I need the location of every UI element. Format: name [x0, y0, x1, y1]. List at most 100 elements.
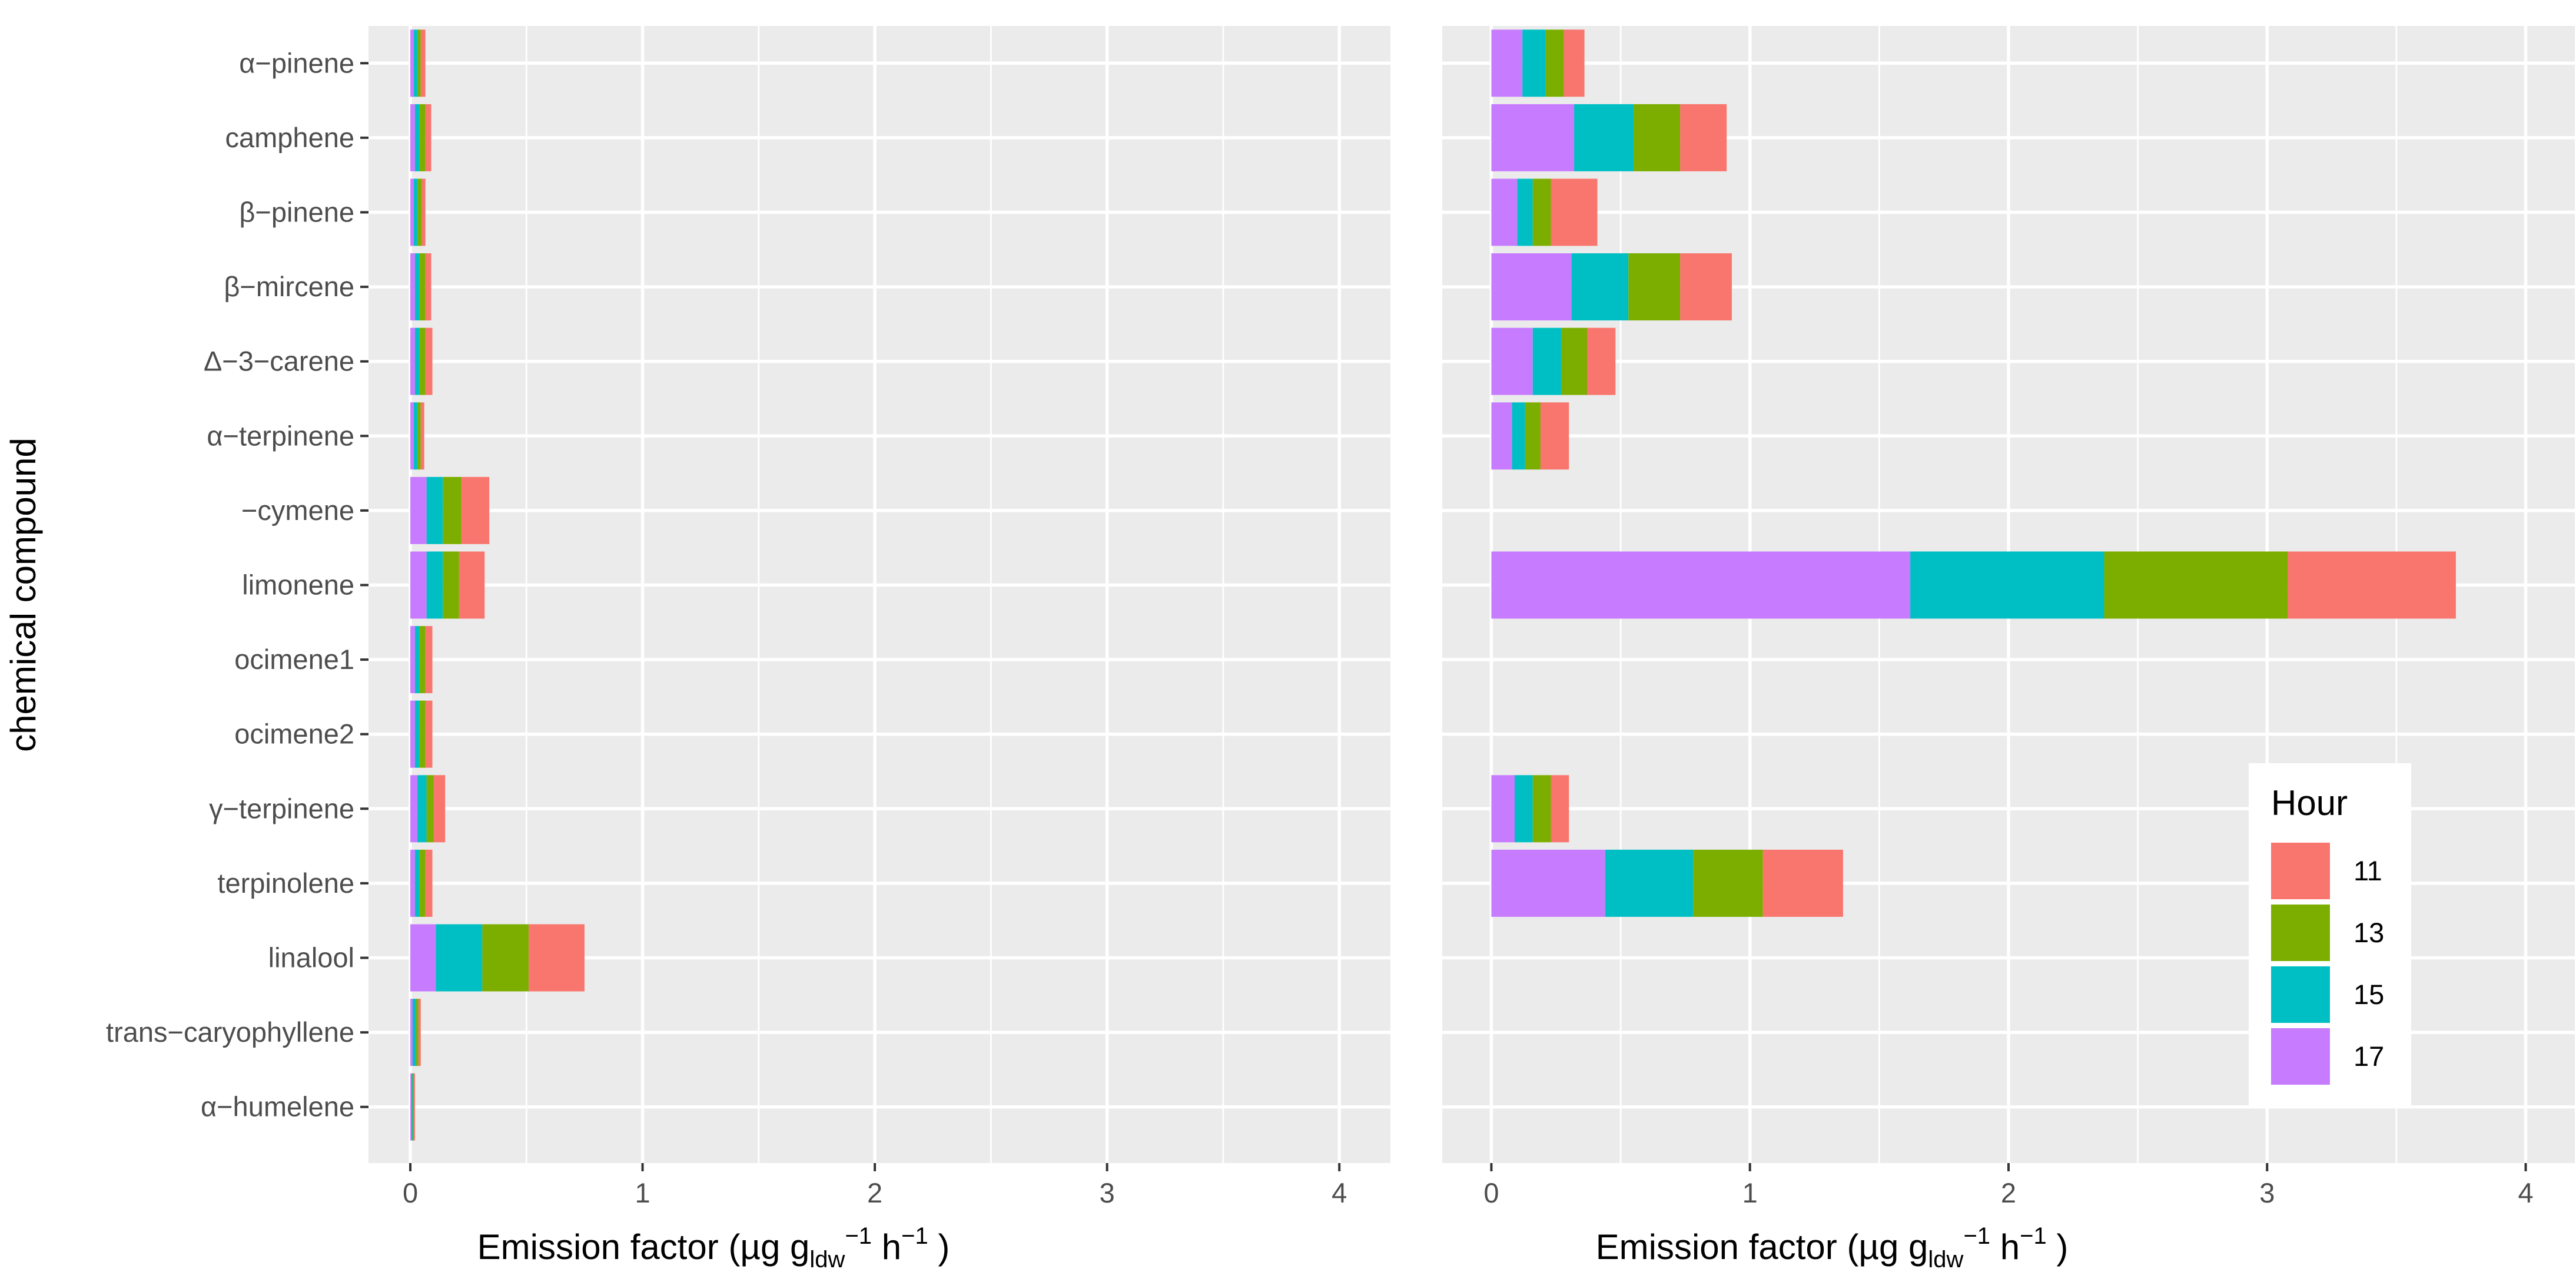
bar-segment	[443, 476, 462, 544]
bar-segment	[1628, 253, 1681, 321]
bar-segment	[2288, 551, 2456, 619]
x-tick-label: 1	[635, 1177, 650, 1208]
bar-segment	[1525, 402, 1541, 470]
legend-key-swatch	[2271, 905, 2330, 961]
bar-segment	[461, 476, 490, 544]
bar-segment	[1532, 775, 1551, 843]
bar-segment	[410, 253, 415, 321]
x-axis-title-right: Emission factor (µg gldw−1 h−1 )	[1596, 1223, 2069, 1273]
bar-segment	[425, 700, 433, 768]
y-tick-label: α−terpinene	[207, 420, 354, 451]
bar-segment	[410, 924, 436, 992]
legend-key-label: 13	[2353, 917, 2384, 948]
x-tick-label: 0	[1483, 1177, 1499, 1208]
bar-segment	[1551, 178, 1598, 246]
bar-segment	[425, 104, 431, 171]
bar-segment	[410, 476, 427, 544]
bar-segment	[419, 104, 426, 171]
bar-segment	[410, 626, 415, 694]
x-axis-title-unit: h	[872, 1227, 901, 1267]
bar-segment	[1571, 253, 1629, 321]
bar-segment	[1491, 104, 1575, 171]
y-tick-label: linalool	[268, 942, 354, 973]
bar-segment	[410, 327, 415, 395]
x-tick-label: 2	[2001, 1177, 2016, 1208]
bar-segment	[1563, 29, 1585, 97]
y-tick-label: trans−caryophyllene	[106, 1016, 354, 1048]
bar-segment	[1491, 29, 1523, 97]
bar-segment	[410, 775, 417, 843]
bar-segment	[426, 775, 434, 843]
bar-segment	[417, 402, 421, 470]
bar-segment	[413, 1073, 415, 1141]
bar-segment	[413, 178, 417, 246]
bar-segment	[410, 999, 413, 1066]
bar-segment	[413, 402, 417, 470]
bar-segment	[419, 327, 426, 395]
x-axis-title-subscript: ldw	[1928, 1247, 1963, 1273]
x-axis-title-superscript: −1	[901, 1223, 928, 1249]
bar-segment	[1540, 402, 1569, 470]
bar-segment	[410, 1073, 411, 1141]
bar-segment	[1762, 849, 1843, 917]
y-tick-label: terpinolene	[217, 867, 354, 899]
bar-segment	[410, 29, 414, 97]
bar-segment	[417, 178, 422, 246]
bar-segment	[419, 626, 426, 694]
bar-segment	[2104, 551, 2288, 619]
bar-segment	[414, 849, 420, 917]
bar-segment	[420, 29, 426, 97]
bar-segment	[420, 402, 424, 470]
bar-segment	[425, 626, 433, 694]
bar-segment	[411, 1073, 413, 1141]
x-axis-title-subscript: ldw	[809, 1247, 845, 1273]
panel-background	[369, 26, 1390, 1163]
y-tick-label: γ−terpinene	[209, 793, 354, 824]
x-tick-label: 4	[1332, 1177, 1347, 1208]
bar-segment	[529, 924, 585, 992]
bar-segment	[1514, 775, 1533, 843]
bar-segment	[417, 29, 421, 97]
bar-segment	[443, 551, 459, 619]
x-axis-title-end: )	[928, 1227, 950, 1267]
bar-segment	[412, 1073, 414, 1141]
bar-segment	[414, 327, 420, 395]
x-axis-title-main: Emission factor (µg g	[477, 1227, 810, 1267]
bar-segment	[1680, 253, 1732, 321]
legend: Hour 11 13 15 17	[2249, 763, 2411, 1108]
legend-key-swatch	[2271, 843, 2330, 899]
y-axis-title: chemical compound	[4, 438, 43, 752]
bar-segment	[1491, 402, 1512, 470]
bar-segment	[414, 626, 420, 694]
x-axis-title-main: Emission factor (µg g	[1596, 1227, 1928, 1267]
bar-segment	[417, 775, 427, 843]
legend-key-label: 11	[2353, 855, 2382, 886]
x-tick-label: 3	[1100, 1177, 1115, 1208]
bar-segment	[1532, 327, 1562, 395]
x-tick-label: 3	[2259, 1177, 2275, 1208]
bar-segment	[436, 924, 483, 992]
y-tick-label: ocimene1	[234, 644, 354, 675]
x-tick-label: 0	[403, 1177, 418, 1208]
right-panel: 0 1 2 3 4	[1442, 26, 2575, 1208]
x-tick-label: 1	[1742, 1177, 1758, 1208]
x-axis-title-unit: h	[1990, 1227, 2020, 1267]
bar-segment	[1491, 775, 1515, 843]
bar-segment	[413, 29, 417, 97]
bar-segment	[425, 327, 433, 395]
bar-segment	[459, 551, 485, 619]
bar-segment	[425, 849, 433, 917]
left-panel: 0 1 2 3 4 α−pinene camphene β−pinene β−mircene Δ−…	[106, 26, 1390, 1208]
bar-segment	[414, 700, 420, 768]
legend-key-swatch	[2271, 966, 2330, 1023]
legend-keys: 11 13 15 17	[2271, 843, 2384, 1085]
bar-segment	[1491, 551, 1911, 619]
x-axis-title-end: )	[2047, 1227, 2069, 1267]
bar-segment	[1693, 849, 1763, 917]
bar-segment	[419, 849, 426, 917]
bar-segment	[410, 849, 415, 917]
y-tick-label: −cymene	[241, 495, 354, 526]
bar-segment	[410, 700, 415, 768]
y-tick-label: β−pinene	[239, 197, 354, 228]
